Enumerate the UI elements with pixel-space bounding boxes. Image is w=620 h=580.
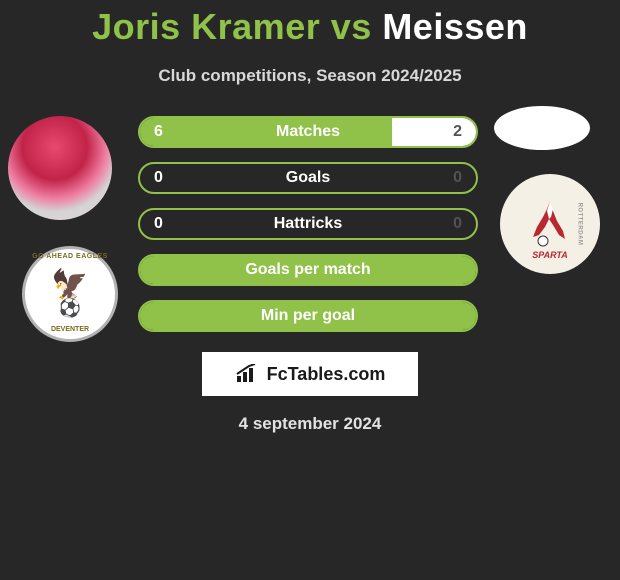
player1-name: Joris Kramer [92,6,320,47]
stat-label: Min per goal [140,302,476,330]
player2-name: Meissen [382,6,528,47]
comparison-bars: Matches62Goals00Hattricks00Goals per mat… [138,116,478,332]
stat-label: Goals per match [140,256,476,284]
stat-value-right: 2 [453,118,462,146]
stat-value-left: 0 [154,210,163,238]
stat-label: Hattricks [140,210,476,238]
stat-row: Goals per match [138,254,478,286]
stat-row: Matches6 2 [138,116,478,148]
chart-icon [235,364,261,384]
stat-value-left: 0 [154,164,163,192]
stat-value-right: 0 [453,164,462,192]
content-area: GO AHEAD EAGLES 🦅 ⚽ DEVENTER SPARTA ROTT… [0,116,620,332]
crest-label: SPARTA [500,250,600,260]
crest-ring-text: ROTTERDAM [577,203,583,246]
stat-value-right: 0 [453,210,462,238]
player2-club-crest: SPARTA ROTTERDAM [500,174,600,274]
watermark-text: FcTables.com [267,364,386,385]
stat-row: Goals0 0 [138,162,478,194]
stat-value-left: 6 [154,118,163,146]
date-line: 4 september 2024 [0,414,620,434]
eagle-icon: 🦅 [51,271,88,301]
stat-row: Hattricks0 0 [138,208,478,240]
player2-photo [494,106,590,150]
watermark: FcTables.com [202,352,418,396]
crest-text-bottom: DEVENTER [25,326,115,333]
ball-icon: ⚽ [59,299,81,317]
stat-label: Goals [140,164,476,192]
crest-text-top: GO AHEAD EAGLES [25,253,115,260]
vs-separator: vs [331,6,372,47]
player1-photo [8,116,112,220]
subtitle: Club competitions, Season 2024/2025 [0,66,620,86]
stat-row: Min per goal [138,300,478,332]
sparta-kicker-icon [515,189,585,259]
page-title: Joris Kramer vs Meissen [0,0,620,48]
player1-club-crest: GO AHEAD EAGLES 🦅 ⚽ DEVENTER [22,246,118,342]
stat-label: Matches [140,118,476,146]
